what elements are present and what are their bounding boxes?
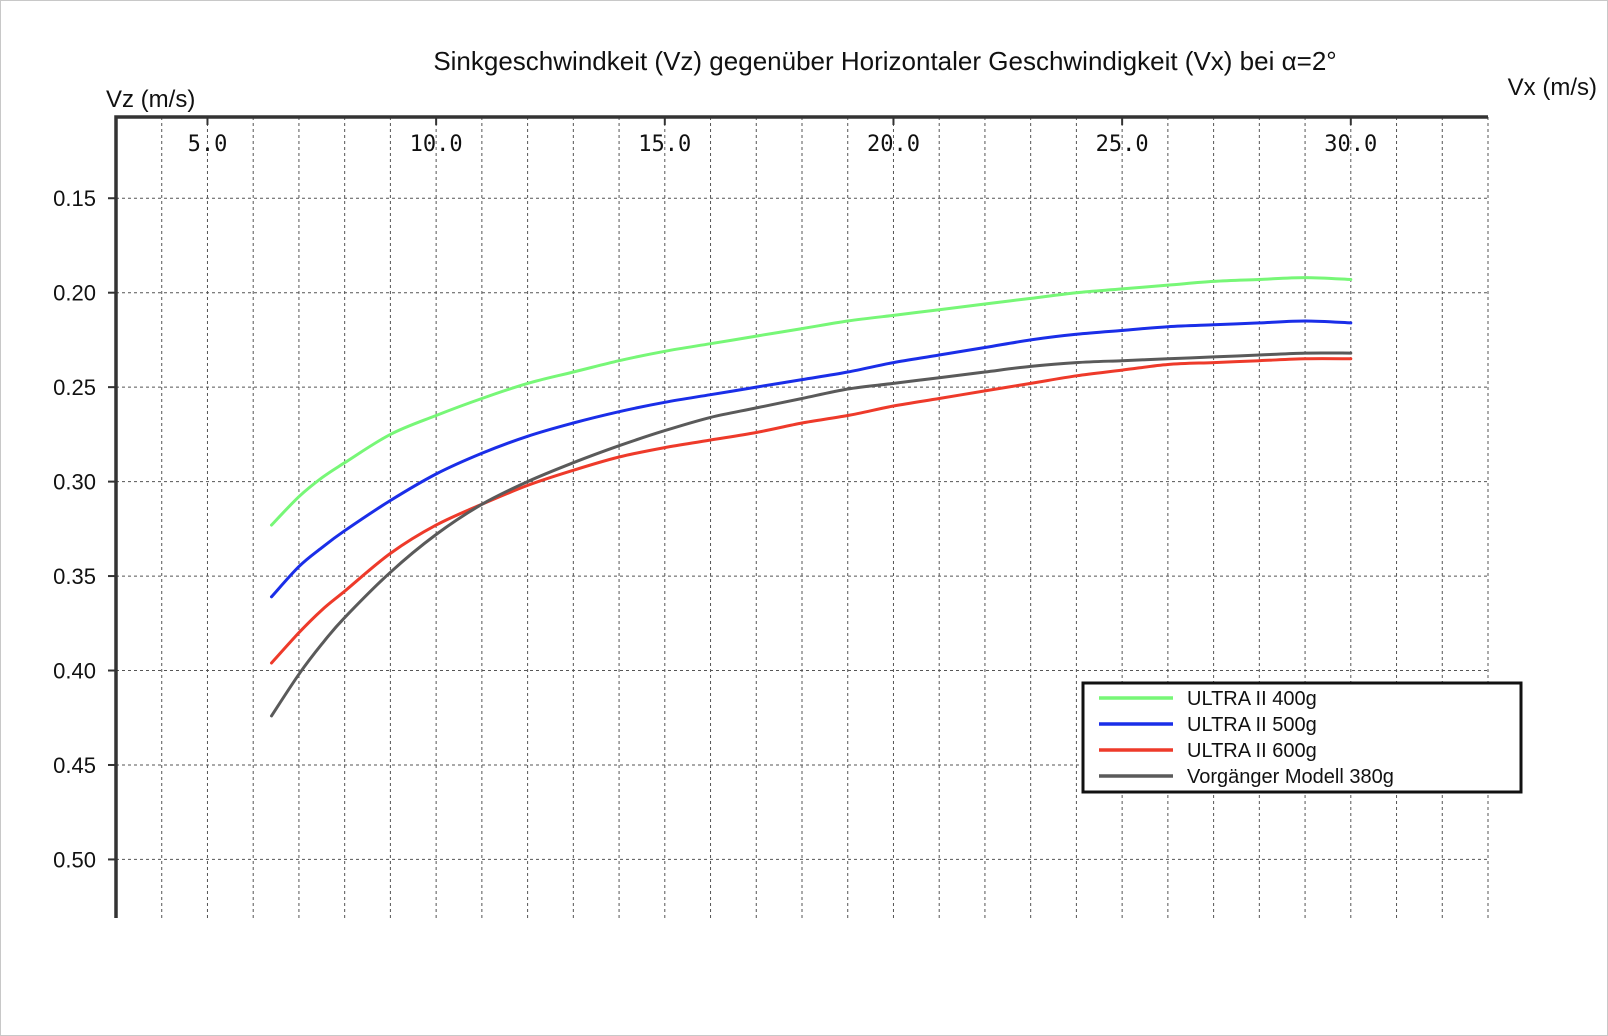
axis-lines: [114, 115, 1488, 918]
chart-title: Sinkgeschwindkeit (Vz) gegenüber Horizon…: [433, 46, 1336, 76]
y-tick-label: 0.15: [53, 186, 96, 211]
y-axis-label: Vz (m/s): [106, 86, 195, 113]
legend-label: ULTRA II 400g: [1187, 688, 1317, 710]
series-lines: [270, 276, 1353, 718]
y-tick-label: 0.25: [53, 375, 96, 400]
series-line-2: [270, 319, 1353, 599]
y-tick-label: 0.30: [53, 470, 96, 495]
legend-label: ULTRA II 500g: [1187, 714, 1317, 736]
tick-labels: 5.0 10.0 15.0 20.0 25.0 30.0 0.15 0.20 0.25 0.30 0…: [53, 117, 1377, 872]
series-line-1: [270, 276, 1353, 527]
y-tick-label: 0.45: [53, 753, 96, 778]
legend-label: Vorgänger Modell 380g: [1187, 766, 1394, 788]
x-axis-label: Vx (m/s): [1508, 74, 1597, 101]
y-tick-label: 0.40: [53, 659, 96, 684]
x-tick-label: 10.0: [410, 132, 463, 157]
x-tick-label: 30.0: [1324, 132, 1377, 157]
x-tick-label: 15.0: [638, 132, 691, 157]
x-tick-label: 20.0: [867, 132, 920, 157]
axes: [114, 115, 1488, 918]
y-tick-label: 0.20: [53, 281, 96, 306]
legend-label: ULTRA II 600g: [1187, 740, 1317, 762]
legend-box: [1081, 681, 1523, 794]
series-line-3: [270, 357, 1353, 665]
grid: [116, 117, 1489, 918]
series-line-4: [270, 351, 1353, 718]
y-tick-label: 0.35: [53, 564, 96, 589]
x-tick-label: 5.0: [188, 132, 228, 157]
y-tick-label: 0.50: [53, 847, 96, 872]
x-tick-label: 25.0: [1096, 132, 1149, 157]
legend: ULTRA II 400g ULTRA II 500g ULTRA II 600g V…: [1081, 681, 1523, 794]
